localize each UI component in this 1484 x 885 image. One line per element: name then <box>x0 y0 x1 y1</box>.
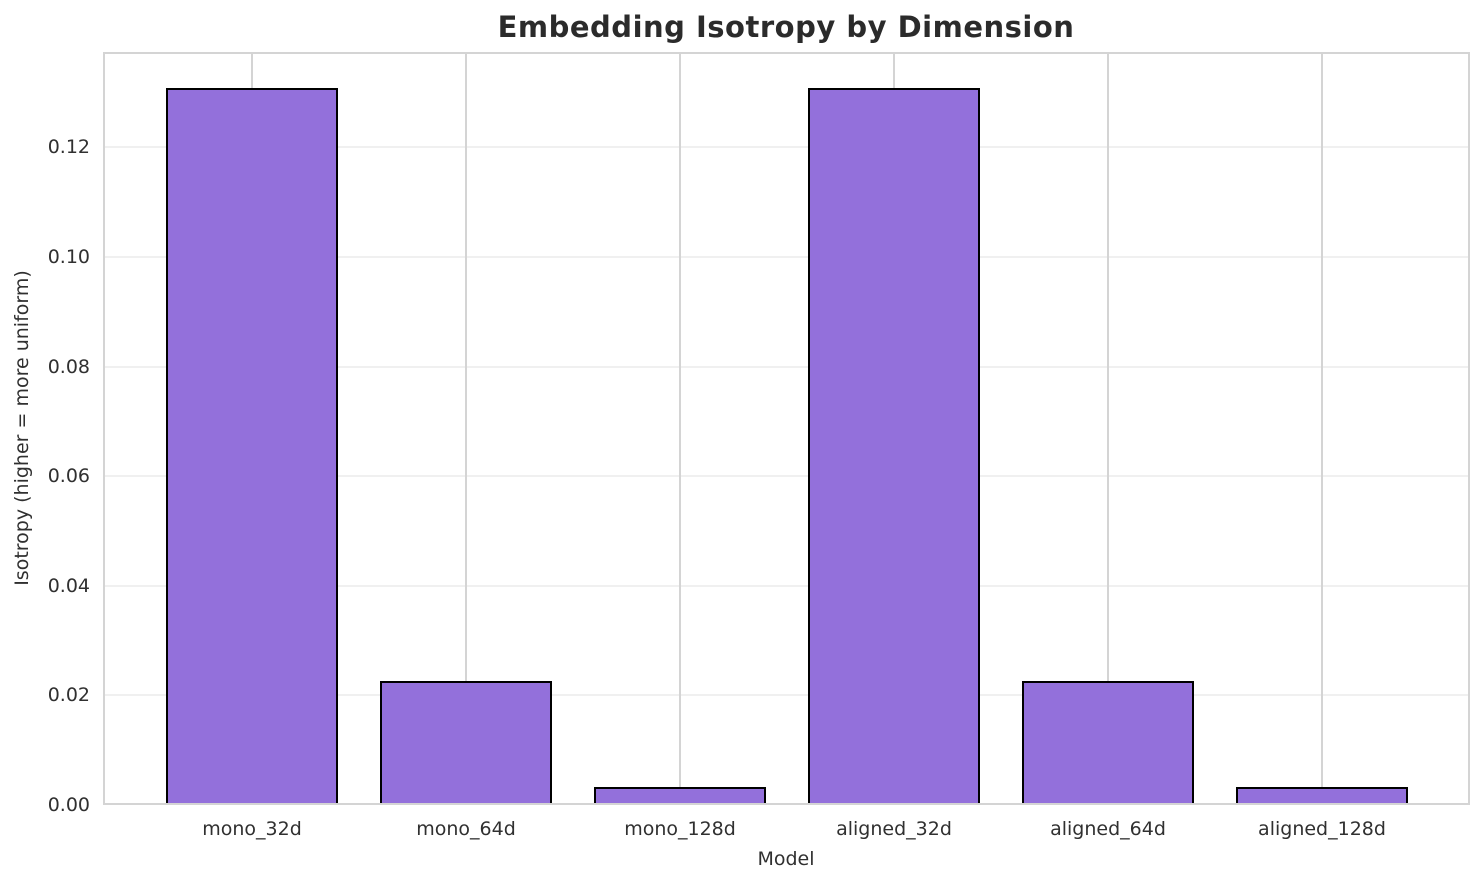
bar-mono_32d <box>166 88 338 805</box>
horizontal-gridline <box>103 146 1470 149</box>
vertical-gridline <box>1321 52 1323 805</box>
vertical-gridline <box>1107 52 1109 805</box>
bar-mono_128d <box>594 786 766 805</box>
bar-mono_64d <box>380 681 552 805</box>
y-tick-label: 0.06 <box>47 465 90 488</box>
bar-aligned_128d <box>1236 786 1408 805</box>
x-axis-label: Model <box>757 848 815 870</box>
x-tick-label: mono_128d <box>624 818 736 840</box>
bar-aligned_64d <box>1022 681 1194 805</box>
y-axis-label: Isotropy (higher = more uniform) <box>11 270 33 586</box>
x-tick-label: mono_64d <box>416 818 516 840</box>
horizontal-gridline <box>103 584 1470 587</box>
x-tick-label: aligned_32d <box>836 818 952 840</box>
x-tick-label: aligned_128d <box>1258 818 1386 840</box>
bar-aligned_32d <box>808 88 980 805</box>
x-tick-label: mono_32d <box>202 818 302 840</box>
horizontal-gridline <box>103 694 1470 697</box>
x-tick-label: aligned_64d <box>1050 818 1166 840</box>
horizontal-gridline <box>103 365 1470 368</box>
y-tick-label: 0.12 <box>47 136 90 159</box>
horizontal-gridline <box>103 475 1470 478</box>
y-tick-label: 0.04 <box>47 574 90 597</box>
chart-title: Embedding Isotropy by Dimension <box>497 10 1075 44</box>
y-tick-label: 0.00 <box>47 794 90 816</box>
y-tick-label: 0.02 <box>47 684 90 707</box>
y-tick-label: 0.08 <box>47 355 90 378</box>
vertical-gridline <box>679 52 681 805</box>
horizontal-gridline <box>103 255 1470 258</box>
y-tick-label: 0.10 <box>47 245 90 268</box>
vertical-gridline <box>465 52 467 805</box>
